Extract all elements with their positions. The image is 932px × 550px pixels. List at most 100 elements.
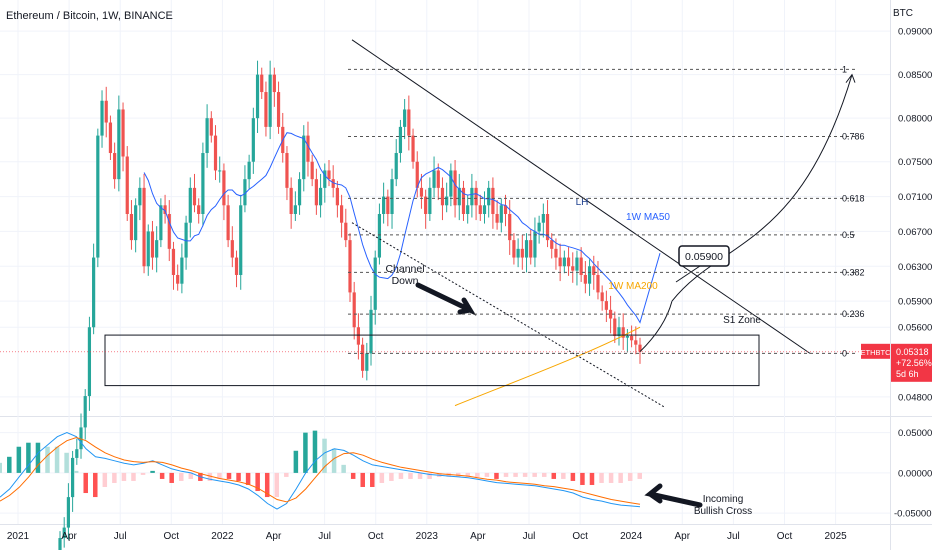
macd-histogram-bar — [188, 472, 194, 479]
macd-histogram-bar — [159, 472, 165, 479]
macd-histogram-bar — [580, 472, 585, 485]
macd-histogram-bar — [532, 472, 537, 477]
candle-up — [58, 538, 62, 550]
candle-down — [550, 240, 554, 249]
candle-down — [571, 266, 575, 271]
price-tag-line: +72.56% — [896, 358, 932, 368]
time-axis[interactable]: 2021 Apr Jul Oct 2022 Apr Jul Oct 2023 Apr Jul Oct 2… — [7, 531, 847, 542]
x-tick-label: Oct — [777, 531, 793, 542]
macd-histogram-bar — [484, 472, 490, 477]
candle-up — [205, 118, 209, 154]
candle-down — [192, 187, 197, 206]
fib-label: 0 — [842, 348, 847, 358]
candle-up — [432, 170, 436, 188]
macd-histogram-bar — [169, 472, 174, 483]
macd-histogram-bar — [561, 472, 566, 479]
candle-down — [348, 240, 352, 293]
candle-down — [453, 170, 457, 206]
ma50-line — [143, 132, 661, 324]
candle-up — [268, 74, 272, 127]
macd-tick-label: -0.05000 — [894, 509, 932, 520]
macd-histogram-bar — [427, 472, 432, 479]
projection-path — [639, 300, 673, 352]
candle-down — [314, 179, 318, 206]
candle-up — [218, 170, 222, 172]
bullish-cross-label: Incoming — [703, 494, 744, 505]
candle-up — [155, 240, 159, 258]
candle-up — [117, 109, 121, 180]
candle-up — [87, 327, 92, 397]
macd-histogram-bar — [140, 472, 146, 475]
candle-up — [62, 527, 66, 539]
candle-up — [541, 214, 545, 223]
macd-histogram-bar — [264, 472, 270, 498]
candle-down — [213, 135, 218, 171]
candle-up — [373, 257, 377, 310]
candle-down — [604, 301, 608, 310]
candle-up — [466, 205, 470, 214]
channel-upper-line — [351, 39, 811, 354]
macd-histogram-bar — [379, 472, 385, 483]
macd-histogram-bar — [0, 462, 2, 473]
macd-pane[interactable] — [0, 417, 890, 524]
macd-histogram-bar — [360, 472, 365, 487]
candle-up — [398, 126, 403, 154]
x-tick-label: Jul — [523, 531, 536, 542]
macd-histogram-bar — [121, 472, 127, 481]
candle-down — [474, 187, 478, 206]
candle-up — [79, 427, 83, 450]
symbol-tag — [861, 343, 890, 359]
macd-histogram-bar — [637, 472, 642, 479]
candle-up — [66, 497, 71, 528]
candle-up — [587, 266, 592, 284]
candle-up — [403, 109, 407, 127]
fib-label: 0.236 — [842, 309, 865, 319]
candle-up — [445, 196, 449, 206]
x-tick-label: 2024 — [620, 531, 643, 542]
candle-down — [104, 100, 108, 123]
candle-down — [596, 274, 600, 293]
macd-histogram-bar — [608, 472, 614, 483]
x-tick-label: Jul — [318, 531, 331, 542]
candle-up — [251, 118, 255, 162]
lh-label: LH — [576, 197, 589, 208]
candle-up — [134, 205, 138, 241]
candle-up — [180, 257, 184, 284]
x-tick-label: Apr — [470, 531, 486, 542]
projection-curve — [671, 74, 853, 302]
macd-histogram-bar — [331, 448, 337, 473]
candle-down — [419, 187, 424, 197]
candle-down — [583, 274, 587, 284]
candle-down — [608, 309, 613, 319]
candle-up — [323, 170, 327, 188]
candle-down — [344, 222, 348, 241]
macd-histogram-bar — [618, 472, 623, 483]
price-axis[interactable]: 0.09000 0.08500 0.08000 0.07500 0.07100 0.067… — [861, 27, 932, 520]
y-tick-label: 0.05900 — [898, 297, 932, 308]
moving-averages — [143, 132, 661, 407]
candle-down — [150, 231, 155, 258]
fib-label: 0.786 — [842, 131, 865, 141]
candle-up — [75, 449, 79, 458]
candle-up — [533, 231, 537, 258]
candle-down — [554, 248, 558, 258]
candle-down — [621, 327, 625, 338]
candle-up — [449, 170, 453, 197]
fib-label: 0.382 — [842, 267, 865, 277]
macd-histogram-bar — [284, 472, 289, 477]
macd-histogram-bar — [408, 472, 413, 479]
candle-up — [457, 187, 461, 206]
macd-histogram-bar — [274, 472, 280, 498]
candle-down — [339, 205, 344, 223]
candle-up — [428, 187, 432, 214]
price-tag-line: 0.05318 — [896, 347, 929, 357]
x-tick-label: 2023 — [416, 531, 439, 542]
y-tick-label: 0.06300 — [898, 262, 932, 273]
candle-down — [163, 205, 167, 214]
macd-histogram-bar — [64, 452, 69, 473]
candle-down — [171, 248, 176, 275]
macd-histogram-bar — [150, 470, 155, 473]
candle-down — [142, 187, 146, 267]
